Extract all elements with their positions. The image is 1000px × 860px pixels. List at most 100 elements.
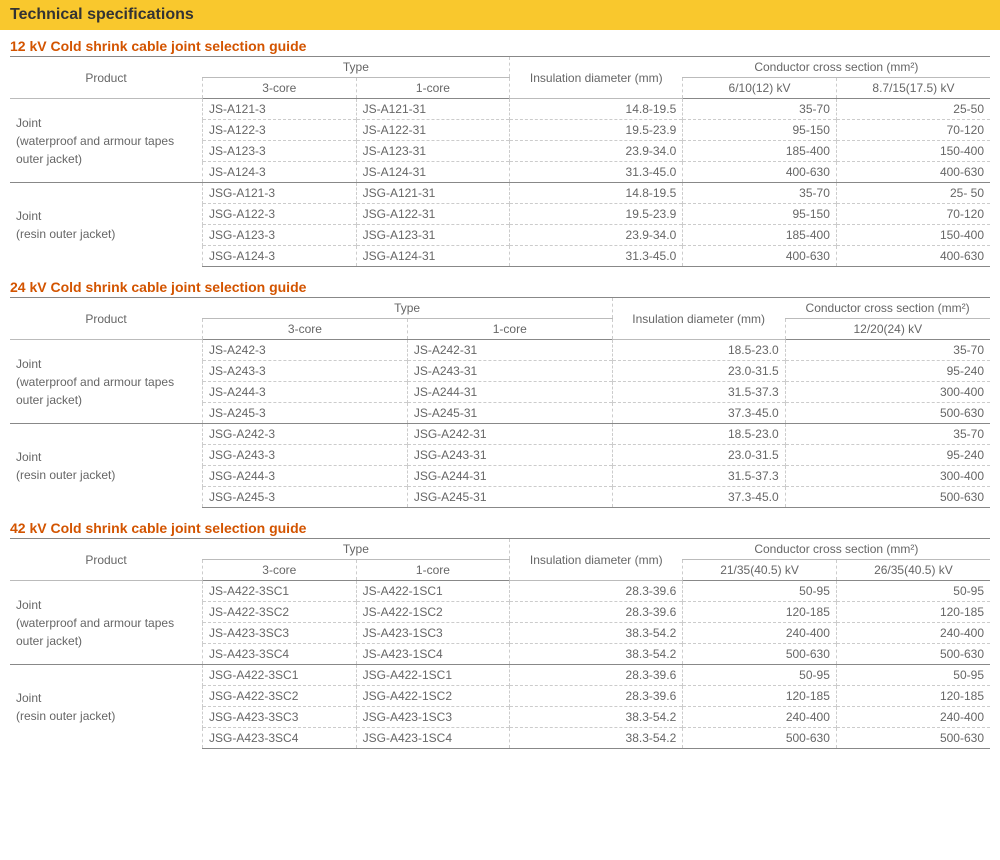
cell-3core: JS-A123-3: [203, 141, 357, 162]
th-cc1: 21/35(40.5) kV: [683, 560, 837, 581]
cell-3core: JS-A121-3: [203, 99, 357, 120]
cell-cc1: 120-185: [683, 602, 837, 623]
cell-1core: JSG-A123-31: [356, 225, 510, 246]
cell-cc2: 70-120: [836, 204, 990, 225]
cell-insulation: 23.9-34.0: [510, 225, 683, 246]
th-3core: 3-core: [203, 560, 357, 581]
cell-1core: JS-A422-1SC2: [356, 602, 510, 623]
table-t12: Product Type Insulation diameter (mm) Co…: [10, 56, 990, 267]
th-3core: 3-core: [203, 78, 357, 99]
th-3core: 3-core: [203, 319, 408, 340]
cell-cc1: 35-70: [683, 99, 837, 120]
cell-1core: JSG-A423-1SC3: [356, 707, 510, 728]
cell-1core: JSG-A242-31: [407, 424, 612, 445]
cell-1core: JSG-A244-31: [407, 466, 612, 487]
cell-3core: JSG-A242-3: [203, 424, 408, 445]
cell-3core: JSG-A423-3SC3: [203, 707, 357, 728]
cell-1core: JS-A122-31: [356, 120, 510, 141]
cell-cc1: 400-630: [683, 246, 837, 267]
section-title-t24: 24 kV Cold shrink cable joint selection …: [0, 271, 1000, 297]
cell-cc1: 35-70: [785, 424, 990, 445]
table-row: Joint(waterproof and armour tapes outer …: [10, 340, 990, 361]
cell-insulation: 23.9-34.0: [510, 141, 683, 162]
cell-1core: JSG-A422-1SC2: [356, 686, 510, 707]
cell-cc2: 500-630: [836, 728, 990, 749]
cell-cc2: 150-400: [836, 225, 990, 246]
th-cross: Conductor cross section (mm²): [785, 298, 990, 319]
cell-1core: JSG-A124-31: [356, 246, 510, 267]
cell-cc1: 500-630: [785, 487, 990, 508]
cell-cc1: 50-95: [683, 665, 837, 686]
th-cc2: 26/35(40.5) kV: [836, 560, 990, 581]
cell-cc1: 95-150: [683, 120, 837, 141]
th-cc1: 12/20(24) kV: [785, 319, 990, 340]
cell-cc2: 50-95: [836, 665, 990, 686]
cell-insulation: 23.0-31.5: [612, 445, 785, 466]
cell-1core: JS-A243-31: [407, 361, 612, 382]
cell-cc2: 25-50: [836, 99, 990, 120]
th-insulation: Insulation diameter (mm): [612, 298, 785, 340]
cell-cc1: 500-630: [785, 403, 990, 424]
th-product: Product: [10, 57, 203, 99]
cell-3core: JSG-A423-3SC4: [203, 728, 357, 749]
cell-insulation: 18.5-23.0: [612, 340, 785, 361]
product-cell: Joint(resin outer jacket): [10, 665, 203, 749]
cell-3core: JS-A423-3SC4: [203, 644, 357, 665]
cell-cc1: 300-400: [785, 466, 990, 487]
cell-cc2: 120-185: [836, 602, 990, 623]
cell-1core: JS-A423-1SC4: [356, 644, 510, 665]
th-type: Type: [203, 539, 510, 560]
cell-1core: JS-A422-1SC1: [356, 581, 510, 602]
cell-cc1: 120-185: [683, 686, 837, 707]
cell-insulation: 37.3-45.0: [612, 403, 785, 424]
table-row: Joint(resin outer jacket)JSG-A242-3JSG-A…: [10, 424, 990, 445]
th-insulation: Insulation diameter (mm): [510, 57, 683, 99]
cell-3core: JSG-A244-3: [203, 466, 408, 487]
cell-1core: JS-A245-31: [407, 403, 612, 424]
section-title-t12: 12 kV Cold shrink cable joint selection …: [0, 30, 1000, 56]
cell-1core: JS-A242-31: [407, 340, 612, 361]
cell-insulation: 31.3-45.0: [510, 246, 683, 267]
cell-insulation: 38.3-54.2: [510, 707, 683, 728]
cell-cc2: 50-95: [836, 581, 990, 602]
table-t42: Product Type Insulation diameter (mm) Co…: [10, 538, 990, 749]
product-cell: Joint(resin outer jacket): [10, 183, 203, 267]
cell-cc2: 120-185: [836, 686, 990, 707]
page-banner: Technical specifications: [0, 0, 1000, 30]
cell-3core: JS-A423-3SC3: [203, 623, 357, 644]
cell-3core: JS-A124-3: [203, 162, 357, 183]
cell-cc1: 95-240: [785, 361, 990, 382]
cell-3core: JS-A244-3: [203, 382, 408, 403]
cell-3core: JS-A243-3: [203, 361, 408, 382]
th-1core: 1-core: [356, 560, 510, 581]
th-product: Product: [10, 539, 203, 581]
cell-1core: JSG-A245-31: [407, 487, 612, 508]
cell-1core: JS-A423-1SC3: [356, 623, 510, 644]
cell-3core: JS-A422-3SC1: [203, 581, 357, 602]
cell-insulation: 28.3-39.6: [510, 665, 683, 686]
section-title-t42: 42 kV Cold shrink cable joint selection …: [0, 512, 1000, 538]
table-row: Joint(resin outer jacket)JSG-A121-3JSG-A…: [10, 183, 990, 204]
th-cross: Conductor cross section (mm²): [683, 539, 990, 560]
cell-insulation: 23.0-31.5: [612, 361, 785, 382]
table-row: Joint(waterproof and armour tapes outer …: [10, 581, 990, 602]
th-1core: 1-core: [356, 78, 510, 99]
cell-insulation: 14.8-19.5: [510, 183, 683, 204]
cell-cc2: 70-120: [836, 120, 990, 141]
cell-3core: JS-A245-3: [203, 403, 408, 424]
product-cell: Joint(waterproof and armour tapes outer …: [10, 99, 203, 183]
cell-1core: JSG-A423-1SC4: [356, 728, 510, 749]
cell-1core: JSG-A121-31: [356, 183, 510, 204]
cell-3core: JSG-A243-3: [203, 445, 408, 466]
th-1core: 1-core: [407, 319, 612, 340]
th-cc1: 6/10(12) kV: [683, 78, 837, 99]
th-insulation: Insulation diameter (mm): [510, 539, 683, 581]
cell-3core: JSG-A124-3: [203, 246, 357, 267]
cell-3core: JSG-A422-3SC2: [203, 686, 357, 707]
cell-insulation: 28.3-39.6: [510, 602, 683, 623]
cell-insulation: 19.5-23.9: [510, 204, 683, 225]
cell-cc1: 300-400: [785, 382, 990, 403]
cell-insulation: 31.5-37.3: [612, 466, 785, 487]
cell-1core: JS-A121-31: [356, 99, 510, 120]
cell-cc1: 500-630: [683, 644, 837, 665]
